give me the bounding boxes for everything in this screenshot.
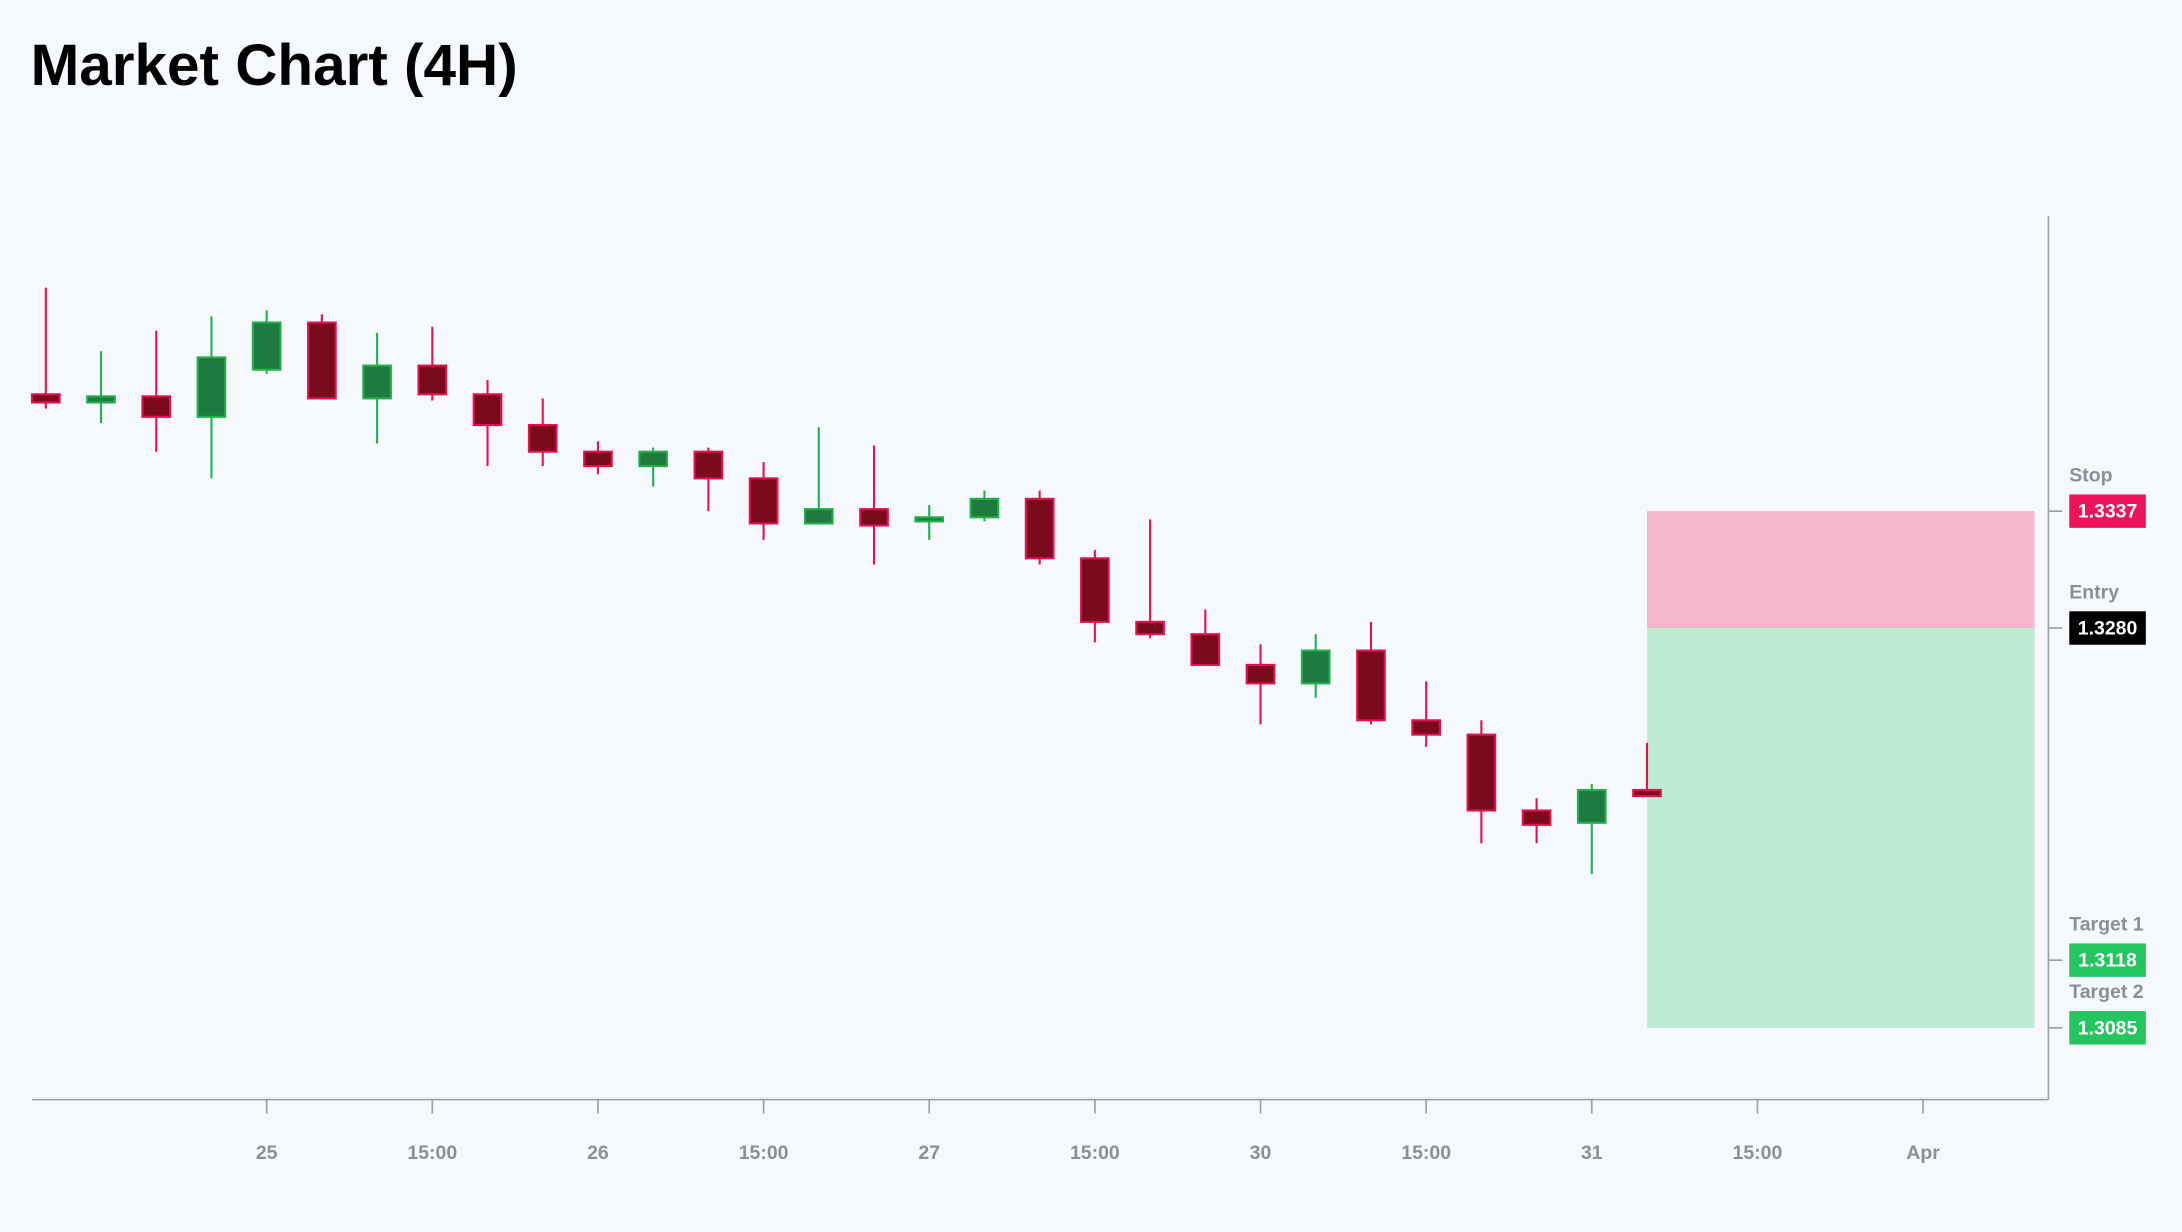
- chart-title: Market Chart (4H): [31, 33, 518, 98]
- x-tick-label: 15:00: [407, 1142, 457, 1164]
- x-tick-label: 31: [1581, 1142, 1603, 1164]
- candle-body: [1080, 557, 1110, 623]
- candle-body: [638, 450, 669, 468]
- level-badge: [2069, 1011, 2146, 1045]
- level-badge: [2069, 943, 2146, 977]
- candle-body: [1466, 733, 1497, 812]
- level-value: 1.3085: [2078, 1017, 2138, 1039]
- risk-zone: [1647, 511, 2035, 629]
- candle-body: [196, 356, 227, 418]
- candle-body: [1521, 809, 1552, 826]
- x-tick-label: 30: [1250, 1142, 1272, 1164]
- candle-body: [969, 497, 1000, 519]
- x-tick-label: 27: [918, 1142, 940, 1164]
- candle-body: [748, 477, 779, 525]
- candle-body: [693, 450, 724, 480]
- x-tick-label: 15:00: [739, 1142, 789, 1164]
- candle-body: [30, 393, 61, 404]
- level-name: Entry: [2069, 581, 2119, 603]
- level-badge: [2069, 494, 2146, 528]
- candle-body: [1024, 497, 1055, 560]
- level-name: Target 2: [2069, 981, 2143, 1003]
- x-tick-label: 25: [256, 1142, 278, 1164]
- candle-body: [803, 508, 834, 525]
- reward-zone: [1647, 628, 2035, 1028]
- candle-body: [472, 393, 503, 427]
- x-tick-label: Apr: [1906, 1142, 1940, 1164]
- level-badge: [2069, 611, 2146, 645]
- candle-body: [583, 450, 613, 468]
- x-tick-label: 26: [587, 1142, 609, 1164]
- x-tick-label: 15:00: [1070, 1142, 1120, 1164]
- candle-body: [1576, 788, 1607, 824]
- candle-body: [362, 364, 392, 400]
- level-name: Stop: [2069, 465, 2112, 487]
- candle-body: [251, 321, 282, 371]
- candle-body: [141, 395, 172, 418]
- candle-body: [1356, 649, 1386, 722]
- candle-body: [1190, 633, 1221, 666]
- candle-body: [1411, 719, 1441, 736]
- level-value: 1.3118: [2078, 950, 2137, 972]
- candle-body: [417, 364, 448, 396]
- candle-body: [307, 321, 337, 400]
- candle-body: [1135, 620, 1165, 636]
- x-tick-label: 15:00: [1401, 1142, 1451, 1164]
- candle-body: [914, 516, 945, 523]
- x-tick-label: 15:00: [1733, 1142, 1783, 1164]
- candle-body: [1632, 788, 1662, 798]
- level-value: 1.3337: [2078, 501, 2138, 523]
- candle-body: [86, 395, 116, 404]
- level-name: Target 1: [2069, 914, 2143, 936]
- candle-body: [1300, 649, 1331, 685]
- level-value: 1.3280: [2078, 618, 2138, 640]
- candle-body: [527, 424, 558, 453]
- candle-body: [859, 508, 889, 527]
- candle-body: [1245, 663, 1276, 685]
